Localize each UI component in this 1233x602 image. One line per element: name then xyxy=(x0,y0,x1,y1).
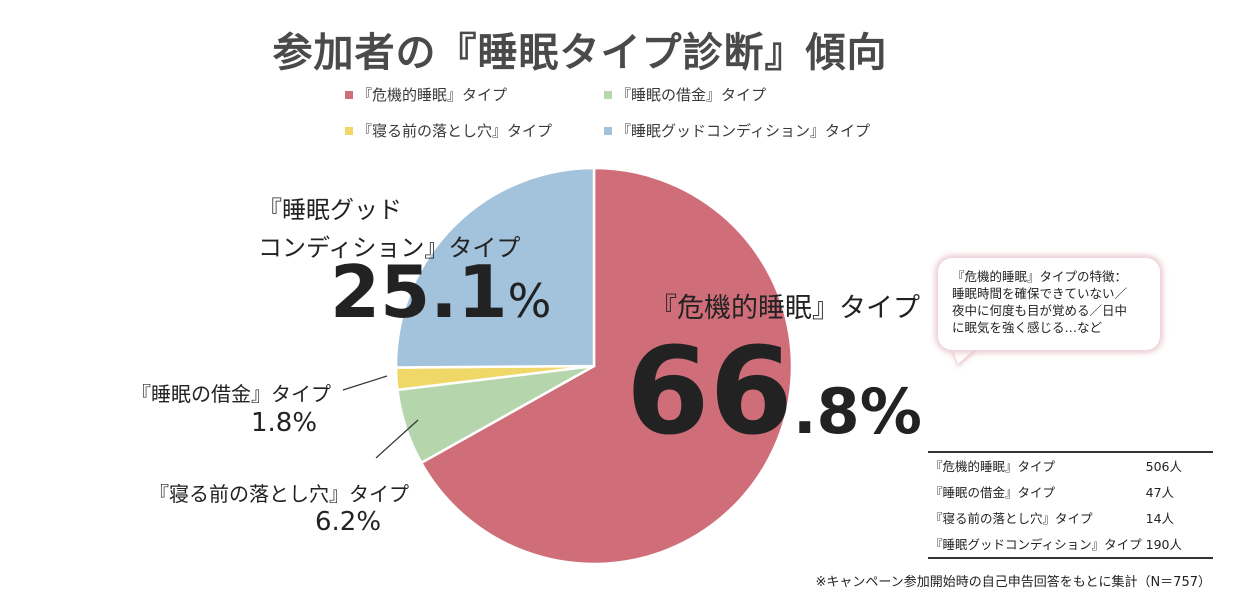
callout-line-1: 『危機的睡眠』タイプの特徴： xyxy=(952,269,1128,284)
label-kiki-pct: 66.8% xyxy=(626,318,922,487)
table-cell-count: 190人 xyxy=(1143,531,1213,559)
legend-label-debt: 『睡眠の借金』タイプ xyxy=(616,86,767,104)
label-kiki-pct-rest: .8% xyxy=(793,375,922,448)
label-good-name-1: 『睡眠グッド xyxy=(258,196,402,224)
legend-label-kiki: 『危機的睡眠』タイプ xyxy=(357,86,508,104)
table-cell-type: 『睡眠グッドコンディション』タイプ xyxy=(928,531,1144,559)
table-cell-count: 14人 xyxy=(1145,511,1175,526)
legend-item-trap: 『寝る前の落とし穴』タイプ xyxy=(345,120,552,141)
table-row: 『寝る前の落とし穴』タイプ 14人 xyxy=(928,505,1213,531)
legend-label-good: 『睡眠グッドコンディション』タイプ xyxy=(616,122,870,140)
label-good-pct-unit: % xyxy=(507,274,552,328)
table-cell-type: 『寝る前の落とし穴』タイプ xyxy=(930,511,1093,526)
legend-swatch-trap xyxy=(345,126,353,135)
callout-bubble: 『危機的睡眠』タイプの特徴： 睡眠時間を確保できていない／ 夜中に何度も目が覚め… xyxy=(938,258,1160,350)
table-cell-count: 47人 xyxy=(1145,485,1175,500)
leader-line-trap xyxy=(375,419,419,459)
table-row: 『睡眠グッドコンディション』タイプ 190人 xyxy=(928,531,1213,559)
callout-line-3: 夜中に何度も目が覚める／日中 xyxy=(952,303,1128,318)
legend-item-debt: 『睡眠の借金』タイプ xyxy=(604,84,766,105)
table-cell-type: 『危機的睡眠』タイプ xyxy=(928,451,1144,479)
label-debt-pct: 1.8% xyxy=(251,408,318,438)
legend-item-kiki: 『危機的睡眠』タイプ xyxy=(345,84,507,105)
label-debt-name: 『睡眠の借金』タイプ xyxy=(131,382,331,406)
callout-line-4: に眠気を強く感じる…など xyxy=(952,320,1103,335)
label-trap-pct: 6.2% xyxy=(315,507,382,537)
pie-slice-kiki xyxy=(419,166,794,566)
label-kiki-name: 『危機的睡眠』タイプ xyxy=(650,293,920,324)
table-cell-count: 506人 xyxy=(1143,451,1213,479)
legend-swatch-debt xyxy=(604,90,612,99)
callout-line-2: 睡眠時間を確保できていない／ xyxy=(952,286,1128,301)
label-kiki-pct-number: 66 xyxy=(626,323,793,462)
label-trap-name: 『寝る前の落とし穴』タイプ xyxy=(149,482,409,506)
legend-swatch-kiki xyxy=(345,90,353,99)
footnote: ※キャンペーン参加開始時の自己申告回答をもとに集計（N＝757） xyxy=(815,575,1211,590)
legend-item-good: 『睡眠グッドコンディション』タイプ xyxy=(604,120,870,141)
leader-line-debt xyxy=(342,375,388,391)
table-cell-type: 『睡眠の借金』タイプ xyxy=(930,485,1056,500)
label-good-name-2: コンディション』タイプ xyxy=(258,234,521,262)
table-row: 『危機的睡眠』タイプ 506人 xyxy=(928,451,1213,479)
legend-swatch-good xyxy=(604,126,612,135)
chart-title: 参加者の『睡眠タイプ診断』傾向 xyxy=(272,30,888,76)
table-row: 『睡眠の借金』タイプ 47人 xyxy=(928,479,1213,505)
count-table: 『危機的睡眠』タイプ 506人 『睡眠の借金』タイプ 47人 『寝る前の落とし穴… xyxy=(928,451,1213,559)
pie-slice-good xyxy=(394,166,596,369)
label-good-pct: 25.1% xyxy=(330,250,551,334)
callout-tail xyxy=(952,348,976,364)
legend-label-trap: 『寝る前の落とし穴』タイプ xyxy=(357,122,553,140)
label-good-pct-number: 25.1 xyxy=(330,250,508,334)
